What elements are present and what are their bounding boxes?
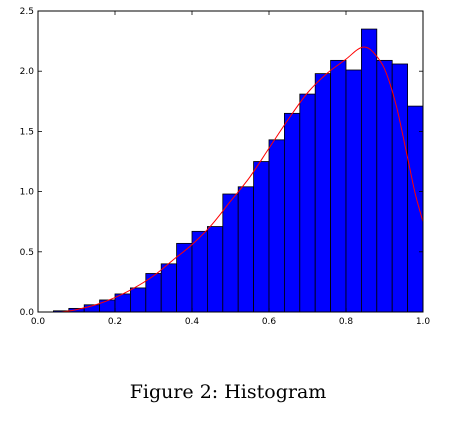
histogram-bar — [408, 106, 423, 312]
y-tick-label: 1.0 — [20, 188, 35, 198]
histogram-bar — [361, 29, 376, 312]
histogram-bar — [392, 64, 407, 312]
histogram-bar — [284, 113, 299, 312]
histogram-bar — [315, 74, 330, 312]
histogram-bar — [100, 300, 115, 312]
y-tick-label: 1.5 — [20, 127, 34, 137]
x-tick-label: 0.2 — [108, 317, 122, 327]
y-tick-label: 2.5 — [20, 7, 34, 17]
histogram-bar — [346, 70, 361, 312]
histogram-bar — [254, 162, 269, 313]
figure-caption: Figure 2: Histogram — [0, 381, 456, 403]
histogram-bar — [161, 264, 176, 312]
histogram-chart: 0.0 0.2 0.4 0.6 0.8 1.0 0.0 0.5 1.0 1.5 2.0 2.5 — [0, 0, 456, 370]
histogram-bars — [53, 29, 423, 312]
x-tick-label: 0.4 — [185, 317, 200, 327]
histogram-bar — [300, 94, 315, 312]
histogram-bar — [331, 60, 346, 312]
histogram-bar — [269, 140, 284, 312]
x-tick-label: 0.0 — [31, 317, 46, 327]
y-tick-label: 2.0 — [20, 67, 35, 77]
x-tick-label: 1.0 — [416, 317, 431, 327]
histogram-bar — [377, 60, 392, 312]
histogram-bar — [207, 227, 222, 312]
x-tick-label: 0.8 — [339, 317, 354, 327]
histogram-bar — [177, 243, 192, 312]
y-tick-label: 0.5 — [20, 248, 34, 258]
histogram-bar — [238, 187, 253, 312]
x-tick-label: 0.6 — [262, 317, 277, 327]
histogram-bar — [192, 231, 207, 312]
histogram-bar — [223, 194, 238, 312]
y-tick-label: 0.0 — [20, 308, 35, 318]
histogram-bar — [130, 288, 145, 312]
